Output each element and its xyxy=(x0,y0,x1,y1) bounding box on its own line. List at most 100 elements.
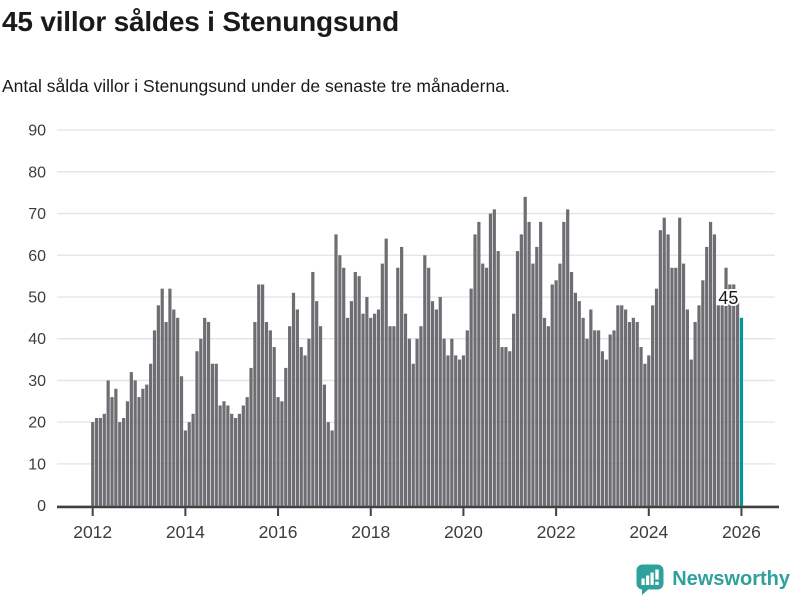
bar xyxy=(288,326,292,506)
bar xyxy=(651,305,655,506)
bar xyxy=(388,326,392,506)
bar xyxy=(145,384,149,506)
bar xyxy=(400,246,404,506)
bar xyxy=(226,405,230,506)
bar xyxy=(160,288,164,506)
bar xyxy=(492,209,496,506)
bar xyxy=(195,351,199,506)
bar xyxy=(203,317,207,506)
bar xyxy=(222,401,226,506)
x-tick-label: 2014 xyxy=(166,522,205,542)
bar xyxy=(566,209,570,506)
bar xyxy=(481,263,485,506)
bar xyxy=(276,397,280,506)
bar xyxy=(604,359,608,506)
bar xyxy=(233,417,238,506)
bar xyxy=(577,301,581,506)
bar xyxy=(268,330,272,506)
bar xyxy=(504,347,508,506)
bar xyxy=(678,217,682,506)
bar xyxy=(442,338,446,506)
bar xyxy=(438,296,442,506)
bar xyxy=(724,267,728,506)
bar xyxy=(419,326,423,506)
bar xyxy=(318,326,323,506)
bar xyxy=(98,417,103,506)
bar xyxy=(712,234,717,506)
y-tick-label: 50 xyxy=(28,289,46,306)
bar xyxy=(446,355,450,506)
bar xyxy=(121,417,126,506)
bar xyxy=(550,284,554,506)
bar xyxy=(519,234,523,506)
bar xyxy=(396,267,400,506)
value-annotation: 45 xyxy=(718,288,738,308)
x-tick-label: 2024 xyxy=(629,522,668,542)
x-tick-label: 2020 xyxy=(444,522,483,542)
bar xyxy=(535,246,539,506)
bar xyxy=(589,309,593,506)
bar xyxy=(685,309,689,506)
y-tick-label: 30 xyxy=(28,373,46,390)
bar xyxy=(693,322,697,506)
bar xyxy=(705,246,709,506)
bar xyxy=(291,292,296,506)
bar xyxy=(137,397,141,506)
bar xyxy=(554,280,558,506)
bar xyxy=(624,309,628,506)
bar xyxy=(384,238,388,506)
bar xyxy=(736,301,740,506)
bar xyxy=(701,280,705,506)
bar xyxy=(674,267,678,506)
bar xyxy=(261,284,265,506)
bar xyxy=(168,288,172,506)
bar xyxy=(361,313,365,506)
chart-subtitle: Antal sålda villor i Stenungsund under d… xyxy=(2,76,510,96)
bar xyxy=(496,251,500,506)
bar xyxy=(457,359,462,506)
bar xyxy=(732,284,736,506)
bar xyxy=(558,263,562,506)
bar xyxy=(546,326,550,506)
bar xyxy=(411,363,415,506)
bar xyxy=(450,338,454,506)
y-tick-label: 60 xyxy=(28,248,46,265)
bar xyxy=(206,322,211,506)
bar xyxy=(403,313,408,506)
bar xyxy=(670,267,674,506)
bar xyxy=(508,351,512,506)
brand-name: Newsworthy xyxy=(672,568,790,590)
bar xyxy=(218,405,222,506)
bar xyxy=(172,309,176,506)
bar xyxy=(129,372,133,506)
y-tick-label: 10 xyxy=(28,456,46,473)
bar xyxy=(415,338,419,506)
bar xyxy=(253,322,257,506)
bar xyxy=(156,305,160,506)
bar xyxy=(280,401,284,506)
bar xyxy=(230,413,234,506)
bar xyxy=(465,330,469,506)
bar xyxy=(423,255,427,506)
y-tick-label: 80 xyxy=(28,164,46,181)
bar xyxy=(681,263,686,506)
bar xyxy=(697,305,701,506)
x-tick-label: 2022 xyxy=(537,522,576,542)
bar xyxy=(515,251,520,506)
bar xyxy=(187,422,191,506)
bar xyxy=(125,401,130,506)
bar xyxy=(322,384,326,506)
bar xyxy=(330,430,334,506)
bar xyxy=(593,330,597,506)
bar xyxy=(307,338,311,506)
bar xyxy=(461,355,466,506)
bar xyxy=(284,367,288,506)
chart-title: 45 villor såldes i Stenungsund xyxy=(2,6,399,37)
bar xyxy=(94,417,99,506)
bar xyxy=(662,217,666,506)
bar xyxy=(647,355,651,506)
bar xyxy=(183,430,187,506)
